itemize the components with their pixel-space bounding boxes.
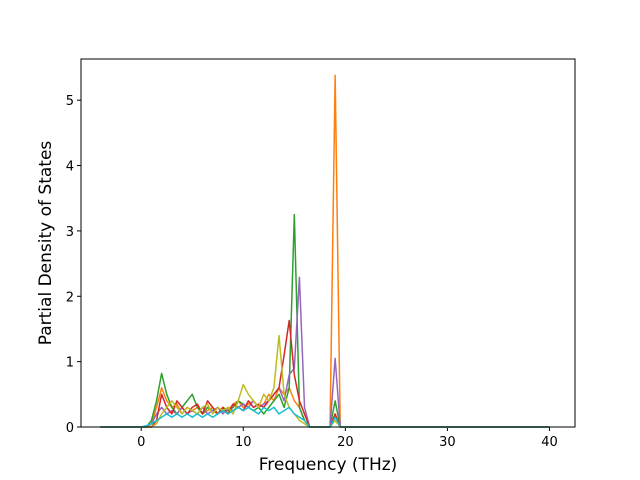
x-tick-label: 10 (235, 435, 252, 450)
x-tick-label: 0 (137, 435, 145, 450)
y-tick-label: 4 (66, 160, 74, 175)
y-axis-label: Partial Density of States (36, 141, 56, 346)
y-tick-label: 0 (66, 421, 74, 436)
y-tick-label: 3 (66, 225, 74, 240)
x-tick-label: 20 (337, 435, 354, 450)
pdos-line (100, 319, 550, 428)
pdos-line (100, 213, 550, 428)
y-tick-label: 5 (66, 94, 74, 109)
pdos-line (100, 276, 550, 428)
x-tick-label: 40 (541, 435, 558, 450)
y-tick-label: 2 (66, 290, 74, 305)
pdos-line (100, 74, 550, 428)
y-tick-label: 1 (66, 356, 74, 371)
x-axis-label: Frequency (THz) (259, 455, 398, 475)
plot-frame (80, 58, 576, 428)
pdos-line (100, 406, 550, 428)
x-tick-label: 30 (439, 435, 456, 450)
